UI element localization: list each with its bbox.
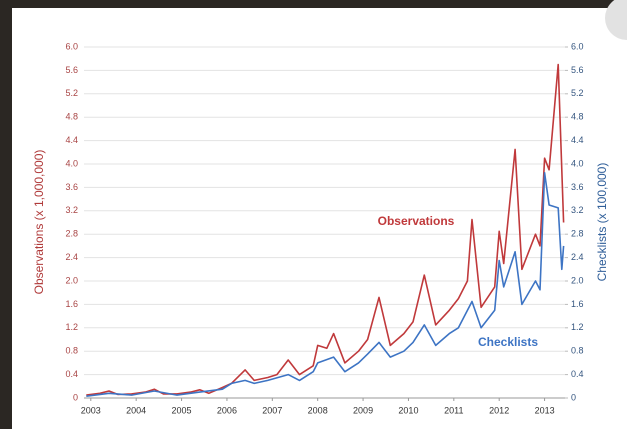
y-tick-label: 2.8 xyxy=(65,229,78,239)
y-tick-label: 1.2 xyxy=(65,322,78,332)
y-tick-label: 2.0 xyxy=(65,275,78,285)
y2-tick-label: 4.0 xyxy=(571,158,584,168)
y-tick-label: 0 xyxy=(73,392,78,402)
y2-tick-label: 3.6 xyxy=(571,182,584,192)
y-tick-label: 3.2 xyxy=(65,205,78,215)
y2-tick-label: 5.6 xyxy=(571,65,584,75)
x-tick-label: 2003 xyxy=(81,405,101,415)
y2-tick-label: 2.4 xyxy=(571,252,584,262)
y2-tick-label: 2.8 xyxy=(571,229,584,239)
series-line xyxy=(86,63,565,396)
y2-tick-label: 0.4 xyxy=(571,369,584,379)
y-tick-label: 0.8 xyxy=(65,346,78,356)
y-tick-label: 1.6 xyxy=(65,299,78,309)
x-tick-label: 2004 xyxy=(126,405,146,415)
y2-tick-label: 4.8 xyxy=(571,112,584,122)
y-axis-title: Observations (x 1,000,000) xyxy=(32,150,46,295)
corner-decoration xyxy=(605,0,627,40)
series-line xyxy=(86,172,565,397)
y2-tick-label: 0.8 xyxy=(571,346,584,356)
x-tick-label: 2012 xyxy=(489,405,509,415)
x-tick-label: 2013 xyxy=(535,405,555,415)
y-tick-label: 0.4 xyxy=(65,369,78,379)
x-tick-label: 2008 xyxy=(308,405,328,415)
y-tick-label: 4.4 xyxy=(65,135,78,145)
series-label: Checklists xyxy=(478,335,538,349)
y2-tick-label: 6.0 xyxy=(571,41,584,51)
y2-tick-label: 1.2 xyxy=(571,322,584,332)
y-tick-label: 5.2 xyxy=(65,88,78,98)
y2-tick-label: 0 xyxy=(571,392,576,402)
y-tick-label: 4.0 xyxy=(65,158,78,168)
x-tick-label: 2006 xyxy=(217,405,237,415)
y-tick-label: 5.6 xyxy=(65,65,78,75)
series-label: Observations xyxy=(378,214,455,228)
x-tick-label: 2007 xyxy=(262,405,282,415)
y-tick-label: 4.8 xyxy=(65,112,78,122)
y2-tick-label: 5.2 xyxy=(571,88,584,98)
y-tick-label: 3.6 xyxy=(65,182,78,192)
y2-tick-label: 4.4 xyxy=(571,135,584,145)
y-tick-label: 6.0 xyxy=(65,41,78,51)
x-tick-label: 2005 xyxy=(172,405,192,415)
panel xyxy=(12,8,627,429)
y2-axis-title: Checklists (x 100,000) xyxy=(595,163,609,282)
y2-tick-label: 3.2 xyxy=(571,205,584,215)
y2-tick-label: 1.6 xyxy=(571,299,584,309)
x-tick-label: 2009 xyxy=(353,405,373,415)
y2-tick-label: 2.0 xyxy=(571,275,584,285)
y-tick-label: 2.4 xyxy=(65,252,78,262)
x-tick-label: 2010 xyxy=(398,405,418,415)
x-tick-label: 2011 xyxy=(444,405,463,415)
